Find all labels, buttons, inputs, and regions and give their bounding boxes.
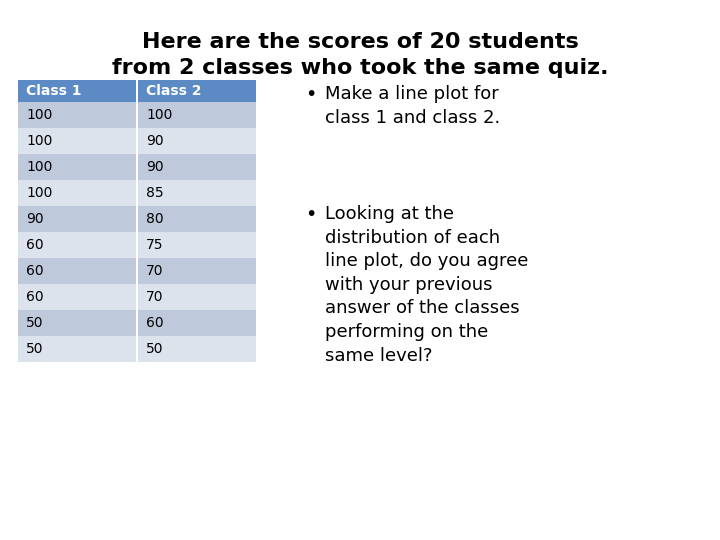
Text: 90: 90	[146, 160, 163, 174]
Text: 70: 70	[146, 264, 163, 278]
FancyBboxPatch shape	[138, 80, 256, 102]
FancyBboxPatch shape	[18, 128, 136, 154]
Text: 100: 100	[26, 160, 53, 174]
Text: 50: 50	[146, 342, 163, 356]
Text: Class 1: Class 1	[26, 84, 81, 98]
FancyBboxPatch shape	[138, 336, 256, 362]
Text: 60: 60	[26, 264, 44, 278]
Text: 100: 100	[146, 108, 172, 122]
Text: 100: 100	[26, 134, 53, 148]
Text: Here are the scores of 20 students
from 2 classes who took the same quiz.: Here are the scores of 20 students from …	[112, 32, 608, 78]
Text: 50: 50	[26, 316, 43, 330]
Text: Class 2: Class 2	[146, 84, 202, 98]
Text: 85: 85	[146, 186, 163, 200]
Text: 60: 60	[146, 316, 163, 330]
FancyBboxPatch shape	[138, 102, 256, 128]
Text: •: •	[305, 205, 316, 224]
Text: Make a line plot for
class 1 and class 2.: Make a line plot for class 1 and class 2…	[325, 85, 500, 126]
FancyBboxPatch shape	[138, 206, 256, 232]
FancyBboxPatch shape	[18, 284, 136, 310]
FancyBboxPatch shape	[18, 336, 136, 362]
Text: 70: 70	[146, 290, 163, 304]
FancyBboxPatch shape	[18, 102, 136, 128]
Text: 100: 100	[26, 186, 53, 200]
FancyBboxPatch shape	[18, 310, 136, 336]
FancyBboxPatch shape	[138, 154, 256, 180]
FancyBboxPatch shape	[18, 180, 136, 206]
FancyBboxPatch shape	[18, 154, 136, 180]
Text: 60: 60	[26, 238, 44, 252]
Text: •: •	[305, 85, 316, 104]
FancyBboxPatch shape	[138, 128, 256, 154]
FancyBboxPatch shape	[18, 80, 136, 102]
Text: 75: 75	[146, 238, 163, 252]
FancyBboxPatch shape	[18, 258, 136, 284]
FancyBboxPatch shape	[18, 206, 136, 232]
Text: 90: 90	[146, 134, 163, 148]
Text: 80: 80	[146, 212, 163, 226]
Text: 50: 50	[26, 342, 43, 356]
FancyBboxPatch shape	[138, 284, 256, 310]
Text: 90: 90	[26, 212, 44, 226]
FancyBboxPatch shape	[18, 232, 136, 258]
FancyBboxPatch shape	[138, 232, 256, 258]
Text: 100: 100	[26, 108, 53, 122]
FancyBboxPatch shape	[138, 180, 256, 206]
FancyBboxPatch shape	[138, 310, 256, 336]
Text: 60: 60	[26, 290, 44, 304]
FancyBboxPatch shape	[138, 258, 256, 284]
Text: Looking at the
distribution of each
line plot, do you agree
with your previous
a: Looking at the distribution of each line…	[325, 205, 528, 364]
